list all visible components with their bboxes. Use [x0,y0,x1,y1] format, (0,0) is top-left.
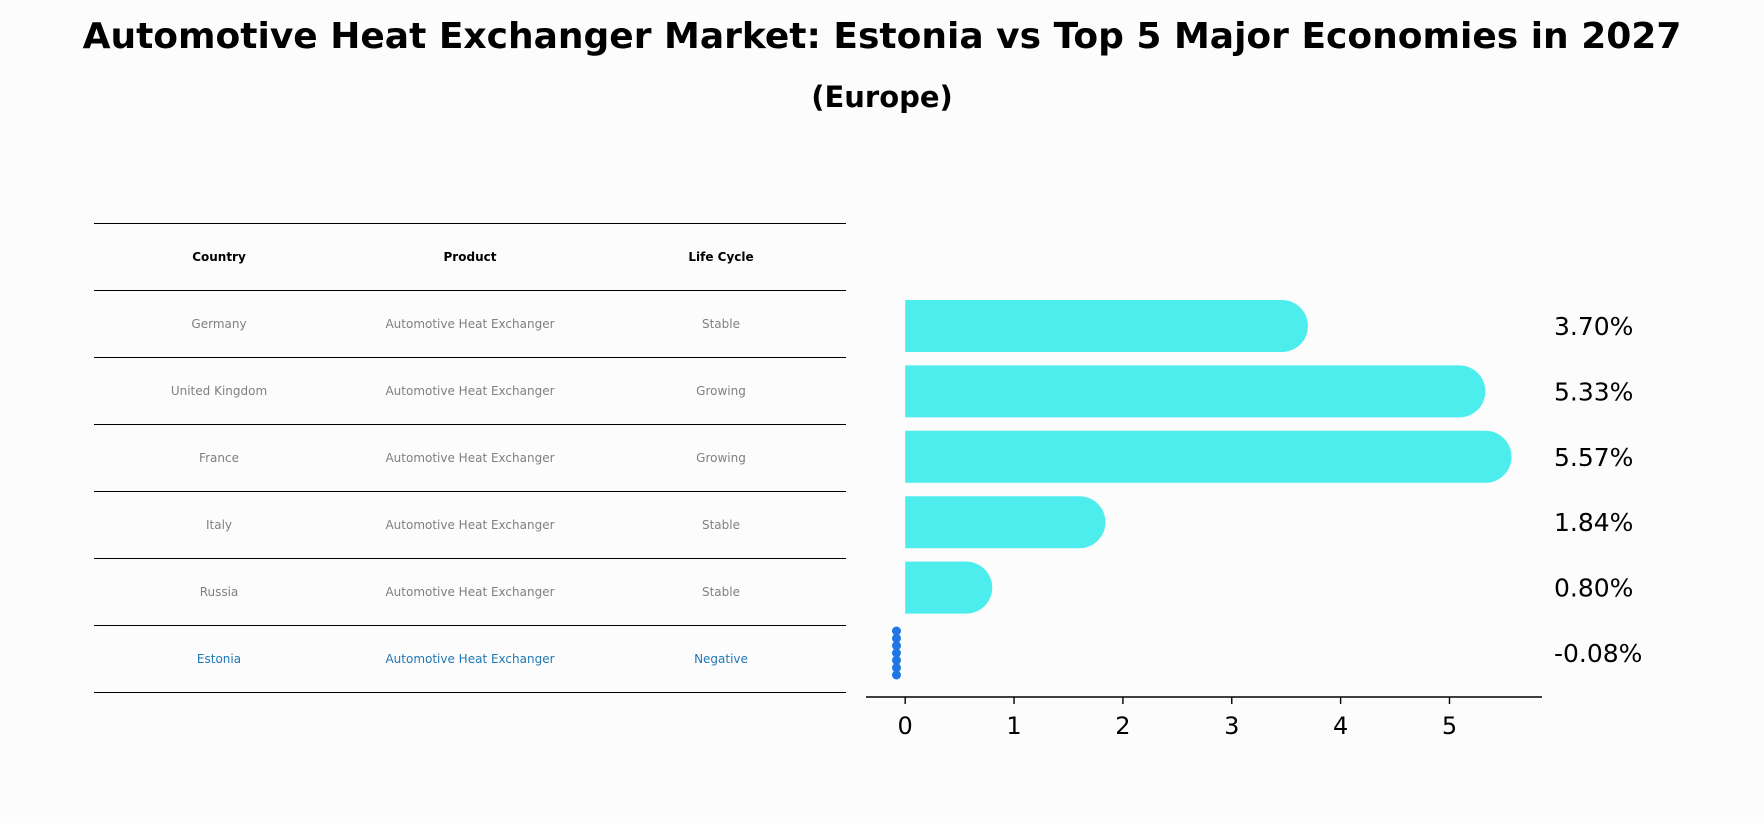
x-tick-label: 1 [1006,712,1021,740]
life-cycle-cell: Growing [596,424,846,492]
product-cell: Automotive Heat Exchanger [344,558,596,626]
chart-title: Automotive Heat Exchanger Market: Estoni… [82,16,1682,57]
country-cell: Italy [94,491,344,559]
header-product: Product [344,223,596,291]
value-label: 0.80% [1554,574,1633,603]
life-cycle-cell: Negative [596,625,846,693]
table-row-highlighted: Estonia Automotive Heat Exchanger Negati… [94,625,846,693]
bar-russia [905,561,993,614]
chart-subtitle: (Europe) [811,80,953,114]
bar-france [905,430,1512,483]
negative-marker-dot [891,670,901,680]
negative-marker-dot [891,633,901,643]
table-row: United Kingdom Automotive Heat Exchanger… [94,357,846,425]
product-cell: Automotive Heat Exchanger [344,625,596,693]
life-cycle-cell: Stable [596,558,846,626]
country-cell: United Kingdom [94,357,344,425]
value-label: 1.84% [1554,508,1633,537]
x-tick-label: 0 [898,712,913,740]
table-row: Russia Automotive Heat Exchanger Stable [94,558,846,626]
header-country: Country [94,223,344,291]
negative-marker-dot [891,626,901,636]
life-cycle-cell: Stable [596,290,846,358]
country-cell: Russia [94,558,344,626]
value-label: -0.08% [1554,639,1642,668]
negative-marker-dot [891,655,901,665]
table-header-row: Country Product Life Cycle [94,223,846,291]
life-cycle-cell: Growing [596,357,846,425]
product-cell: Automotive Heat Exchanger [344,357,596,425]
x-tick-label: 3 [1224,712,1239,740]
negative-marker-dot [891,663,901,673]
bar-united-kingdom [905,365,1486,418]
value-label: 3.70% [1554,312,1633,341]
product-cell: Automotive Heat Exchanger [344,491,596,559]
bar-italy [905,496,1106,549]
country-cell: Germany [94,290,344,358]
life-cycle-cell: Stable [596,491,846,559]
header-life-cycle: Life Cycle [596,223,846,291]
x-tick-label: 5 [1442,712,1457,740]
market-table: Country Product Life Cycle Germany Autom… [94,223,846,693]
x-tick-label: 2 [1115,712,1130,740]
table-row: Italy Automotive Heat Exchanger Stable [94,491,846,559]
table-row: Germany Automotive Heat Exchanger Stable [94,290,846,358]
bar-germany [905,300,1308,352]
x-tick-label: 4 [1333,712,1348,740]
product-cell: Automotive Heat Exchanger [344,424,596,492]
value-label: 5.57% [1554,443,1633,472]
country-cell: France [94,424,344,492]
country-cell: Estonia [94,625,344,693]
product-cell: Automotive Heat Exchanger [344,290,596,358]
table-row: France Automotive Heat Exchanger Growing [94,424,846,492]
negative-marker-dot [891,641,901,651]
negative-marker-dot [891,648,901,658]
value-label: 5.33% [1554,377,1633,406]
